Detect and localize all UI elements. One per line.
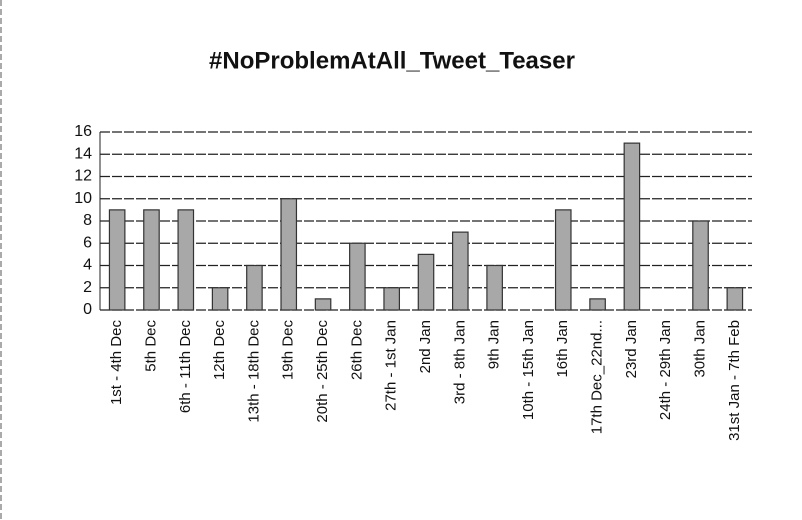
x-tick-label: 26th Dec (348, 320, 365, 381)
x-tick-label: 30th Jan (691, 320, 708, 378)
y-tick-label: 8 (83, 212, 92, 229)
x-tick-label: 10th - 15th Jan (520, 320, 537, 420)
x-tick-label: 6th - 11th Dec (177, 320, 194, 414)
bar (589, 298, 606, 311)
bar (726, 287, 744, 311)
x-tick-label: 20th - 25th Dec (314, 320, 331, 423)
chart-title: #NoProblemAtAll_Tweet_Teaser (209, 47, 575, 74)
x-tick-label: 16th Jan (554, 320, 571, 378)
bar (451, 231, 469, 311)
y-tick-label: 0 (83, 301, 92, 318)
y-tick-label: 16 (74, 123, 92, 140)
bar (349, 242, 366, 311)
bar (692, 220, 709, 311)
bar (554, 209, 572, 311)
y-tick-label: 4 (83, 257, 92, 274)
bar (280, 198, 298, 311)
x-tick-label: 17th Dec_22nd... (589, 320, 606, 434)
x-tick-label: 2nd Jan (417, 320, 434, 373)
bar (177, 209, 195, 311)
bar (211, 287, 229, 311)
bar (246, 264, 263, 311)
x-tick-label: 27th - 1st Jan (383, 320, 400, 411)
y-tick-label: 12 (74, 168, 92, 185)
x-tick-label: 5th Dec (142, 320, 159, 372)
y-tick-label: 10 (74, 190, 92, 207)
bar (143, 209, 160, 311)
x-tick-label: 13th - 18th Dec (245, 320, 262, 423)
bar (623, 142, 641, 311)
bar (108, 209, 126, 311)
x-tick-label: 24th - 29th Jan (657, 320, 674, 420)
x-tick-label: 9th Jan (486, 320, 503, 369)
y-tick-label: 14 (74, 145, 92, 162)
x-tick-label: 19th Dec (280, 320, 297, 381)
y-tick-label: 2 (83, 279, 92, 296)
bar (486, 264, 503, 311)
bar (383, 287, 401, 311)
x-tick-label: 1st - 4th Dec (108, 320, 125, 406)
x-tick-label: 31st Jan - 7th Feb (726, 320, 743, 441)
y-tick-label: 6 (83, 234, 92, 251)
bar (314, 298, 332, 311)
x-tick-label: 12th Dec (211, 320, 228, 381)
bar (417, 253, 435, 311)
x-tick-label: 23rd Jan (623, 320, 640, 378)
x-tick-label: 3rd - 8th Jan (451, 320, 468, 404)
